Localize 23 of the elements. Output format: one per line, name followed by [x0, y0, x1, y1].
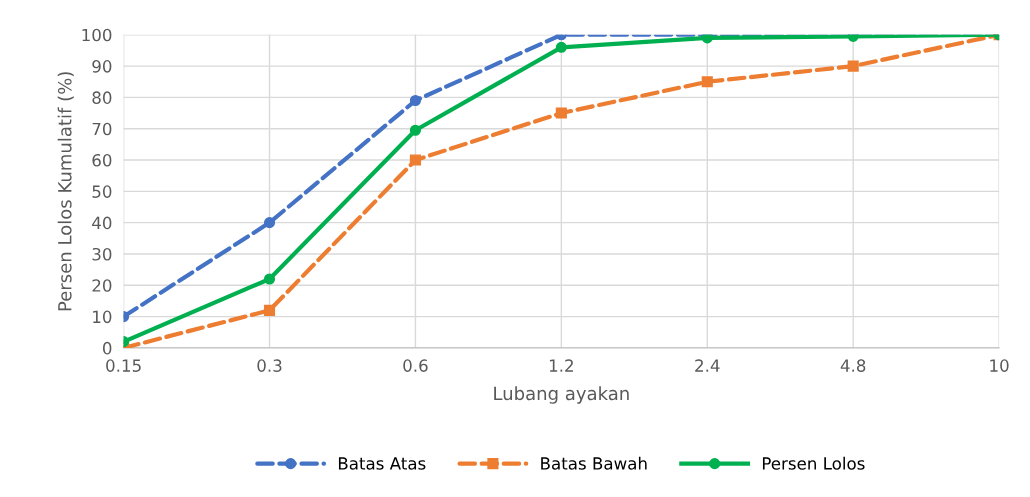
- y-tick-label: 0: [102, 341, 112, 355]
- y-tick-label: 80: [92, 91, 112, 104]
- x-tick-label: 0.6: [403, 359, 428, 372]
- y-tick-label: 10: [93, 310, 112, 324]
- y-tick-label: 50: [92, 185, 112, 198]
- legend-label: Batas Bawah: [541, 456, 647, 470]
- y-tick-label: 70: [92, 122, 112, 136]
- y-tick-label: 60: [92, 154, 112, 167]
- x-tick-label: 0.3: [257, 359, 282, 372]
- y-tick-label: 40: [92, 216, 112, 230]
- x-tick-label: 0.15: [106, 359, 141, 372]
- x-axis-title: Lubang ayakan: [494, 386, 629, 404]
- y-tick-label: 30: [92, 247, 112, 261]
- legend-label: Batas Atas: [338, 457, 426, 470]
- legend-label: Persen Lolos: [762, 456, 865, 470]
- x-tick-label: 2.4: [695, 359, 720, 372]
- x-tick-label: 4.8: [840, 359, 866, 372]
- x-tick-label: 1.2: [549, 359, 573, 372]
- x-tick-label: 10: [990, 359, 1009, 372]
- y-axis-title: Persen Lolos Kumulatif (%): [57, 72, 74, 311]
- y-tick-label: 20: [92, 279, 112, 292]
- y-tick-label: 100: [82, 28, 112, 42]
- y-tick-label: 90: [92, 60, 112, 73]
